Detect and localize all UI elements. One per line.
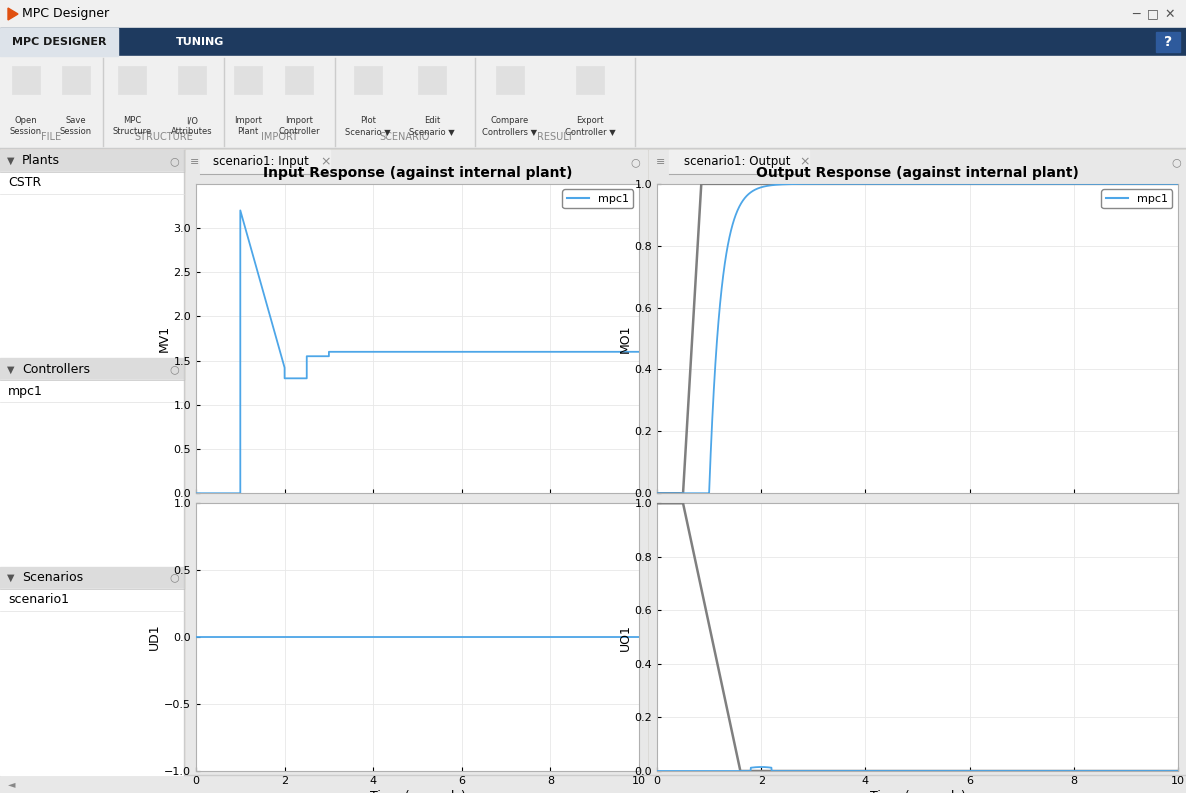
Text: SCENARIO: SCENARIO [380, 132, 431, 142]
Text: Open
Session: Open Session [9, 117, 42, 136]
Bar [0, 567, 184, 588]
Text: IMPORT: IMPORT [261, 132, 298, 142]
Bar [0, 150, 184, 172]
Bar [234, 66, 262, 94]
Text: ○: ○ [170, 364, 179, 374]
Bar [186, 150, 648, 775]
Text: Import
Controller: Import Controller [279, 117, 320, 136]
Y-axis label: MV1: MV1 [158, 325, 171, 352]
Text: ×: × [799, 155, 810, 168]
Text: ▼: ▼ [7, 573, 14, 583]
Bar [200, 150, 330, 174]
Polygon shape [8, 8, 18, 20]
Bar [0, 28, 1186, 56]
Text: scenario1: Output: scenario1: Output [684, 155, 790, 168]
Text: MPC
Structure: MPC Structure [113, 117, 152, 136]
Bar [0, 0, 1186, 28]
Text: □: □ [1147, 7, 1159, 21]
Text: CSTR: CSTR [8, 177, 42, 190]
Text: ≡: ≡ [656, 157, 665, 167]
Bar [0, 611, 184, 775]
Bar [0, 150, 184, 775]
Bar [417, 66, 446, 94]
Text: MPC Designer: MPC Designer [23, 7, 109, 21]
Text: ○: ○ [170, 573, 179, 583]
Text: Plot
Scenario ▼: Plot Scenario ▼ [345, 117, 391, 136]
Bar [285, 66, 313, 94]
Text: Plants: Plants [23, 155, 60, 167]
Text: Save
Session: Save Session [60, 117, 93, 136]
Text: mpc1: mpc1 [8, 385, 43, 398]
Bar [669, 150, 809, 174]
Text: ▼: ▼ [7, 364, 14, 374]
Bar [0, 381, 184, 402]
Text: ─: ─ [1133, 7, 1140, 21]
Legend: mpc1: mpc1 [562, 190, 633, 209]
Text: ○: ○ [630, 157, 640, 167]
Bar [117, 66, 146, 94]
Text: TUNING: TUNING [176, 37, 224, 47]
Text: STRUCTURE: STRUCTURE [134, 132, 193, 142]
Text: ○: ○ [1171, 157, 1181, 167]
Bar [0, 358, 184, 381]
Text: ≡: ≡ [190, 157, 199, 167]
Bar [353, 66, 382, 94]
X-axis label: Time (seconds): Time (seconds) [370, 790, 465, 793]
Bar [62, 66, 90, 94]
Text: Scenarios: Scenarios [23, 571, 83, 584]
Bar [0, 775, 1186, 793]
Bar [12, 66, 40, 94]
Y-axis label: UO1: UO1 [619, 623, 632, 650]
Text: scenario1: scenario1 [8, 593, 69, 606]
Text: ?: ? [1163, 35, 1172, 49]
Text: MPC DESIGNER: MPC DESIGNER [12, 37, 107, 47]
Bar [576, 66, 604, 94]
Title: Input Response (against internal plant): Input Response (against internal plant) [263, 166, 573, 180]
Text: I/O
Attributes: I/O Attributes [171, 117, 212, 136]
X-axis label: Time (seconds): Time (seconds) [869, 790, 965, 793]
Y-axis label: UD1: UD1 [148, 624, 161, 650]
Text: FILE: FILE [42, 132, 62, 142]
Bar [0, 28, 117, 56]
Bar [0, 56, 1186, 148]
Text: Import
Plant: Import Plant [234, 117, 262, 136]
Text: Controllers: Controllers [23, 363, 90, 376]
Text: ◄: ◄ [8, 779, 15, 789]
Bar [0, 588, 184, 611]
Bar [0, 402, 184, 567]
Bar [1156, 32, 1180, 52]
Text: scenario1: Input: scenario1: Input [213, 155, 308, 168]
Text: ▼: ▼ [7, 156, 14, 166]
Legend: mpc1: mpc1 [1102, 190, 1173, 209]
Y-axis label: MO1: MO1 [619, 324, 632, 353]
Bar [178, 66, 206, 94]
Bar [496, 66, 524, 94]
Text: ×: × [320, 155, 331, 168]
Text: ○: ○ [170, 156, 179, 166]
Text: Compare
Controllers ▼: Compare Controllers ▼ [483, 117, 537, 136]
Text: ✕: ✕ [1165, 7, 1175, 21]
Text: Export
Controller ▼: Export Controller ▼ [565, 117, 616, 136]
Text: RESULT: RESULT [537, 132, 573, 142]
Bar [0, 172, 184, 194]
Text: Edit
Scenario ▼: Edit Scenario ▼ [409, 117, 455, 136]
Title: Output Response (against internal plant): Output Response (against internal plant) [755, 166, 1079, 180]
Bar [0, 194, 184, 358]
Bar [649, 150, 1186, 775]
